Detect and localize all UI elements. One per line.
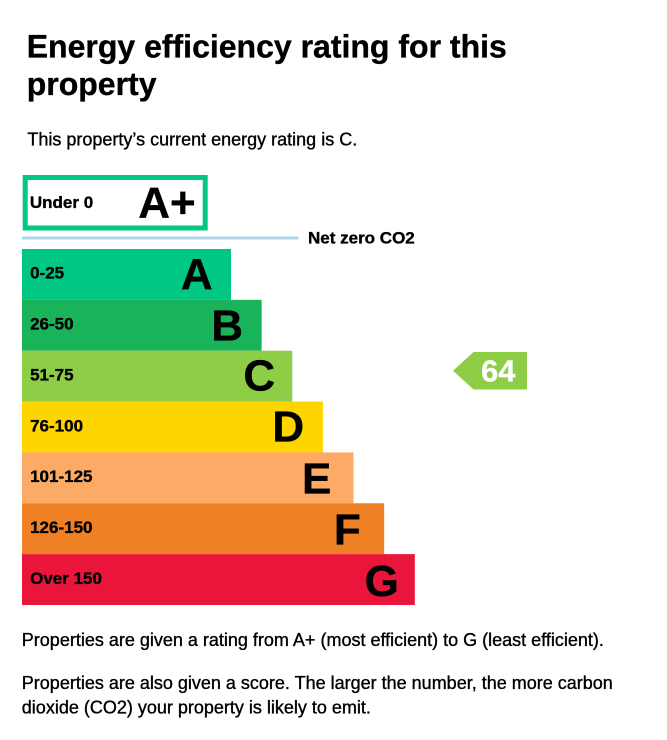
svg-text:51-75: 51-75: [30, 365, 73, 384]
svg-text:property: property: [27, 66, 157, 102]
svg-text:This property’s current energy: This property’s current energy rating is…: [27, 130, 357, 150]
svg-text:Over 150: Over 150: [30, 569, 102, 588]
svg-text:101-125: 101-125: [30, 467, 92, 486]
svg-text:D: D: [272, 403, 304, 452]
svg-text:126-150: 126-150: [30, 518, 92, 537]
svg-text:26-50: 26-50: [30, 315, 73, 334]
svg-text:Properties are also given a sc: Properties are also given a score. The l…: [22, 673, 613, 693]
svg-text:76-100: 76-100: [30, 416, 83, 435]
svg-text:F: F: [334, 505, 361, 554]
svg-text:A+: A+: [138, 178, 195, 227]
svg-text:A: A: [181, 250, 213, 299]
svg-text:0-25: 0-25: [30, 264, 64, 283]
svg-text:E: E: [302, 454, 331, 503]
svg-text:64: 64: [481, 354, 516, 389]
svg-text:Under 0: Under 0: [30, 193, 93, 212]
svg-text:Properties are given a rating: Properties are given a rating from A+ (m…: [22, 630, 604, 650]
svg-text:dioxide (CO2) your property is: dioxide (CO2) your property is likely to…: [22, 697, 371, 717]
svg-text:Net zero CO2: Net zero CO2: [308, 228, 415, 247]
svg-text:G: G: [365, 557, 399, 606]
svg-text:Energy efficiency rating for t: Energy efficiency rating for this: [27, 29, 507, 65]
svg-text:B: B: [211, 301, 243, 350]
svg-text:C: C: [243, 352, 275, 401]
